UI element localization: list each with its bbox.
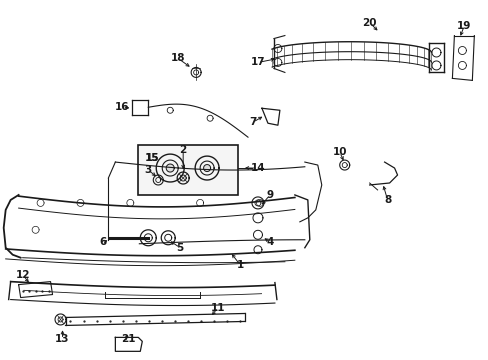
Text: 4: 4 — [265, 237, 273, 247]
Text: 8: 8 — [383, 195, 390, 205]
Text: 17: 17 — [250, 58, 264, 67]
Polygon shape — [203, 165, 210, 171]
Text: 13: 13 — [55, 334, 70, 345]
Text: 3: 3 — [144, 165, 152, 175]
Text: 15: 15 — [145, 153, 159, 163]
Text: 18: 18 — [171, 54, 185, 63]
Text: 2: 2 — [179, 145, 186, 155]
Text: 14: 14 — [250, 163, 264, 173]
Text: 7: 7 — [249, 117, 256, 127]
Text: 1: 1 — [236, 260, 243, 270]
Text: 15: 15 — [145, 153, 159, 163]
Text: 12: 12 — [15, 270, 30, 280]
Text: 11: 11 — [210, 302, 225, 312]
FancyBboxPatch shape — [138, 145, 238, 195]
Polygon shape — [166, 164, 174, 172]
Text: 10: 10 — [332, 147, 346, 157]
Text: 21: 21 — [121, 334, 135, 345]
Text: 9: 9 — [266, 190, 273, 200]
Text: 6: 6 — [100, 237, 107, 247]
Text: 5: 5 — [176, 243, 183, 253]
Polygon shape — [161, 231, 175, 245]
Polygon shape — [140, 230, 156, 246]
Text: 16: 16 — [115, 102, 129, 112]
Text: 19: 19 — [456, 21, 470, 31]
Text: 20: 20 — [362, 18, 376, 28]
